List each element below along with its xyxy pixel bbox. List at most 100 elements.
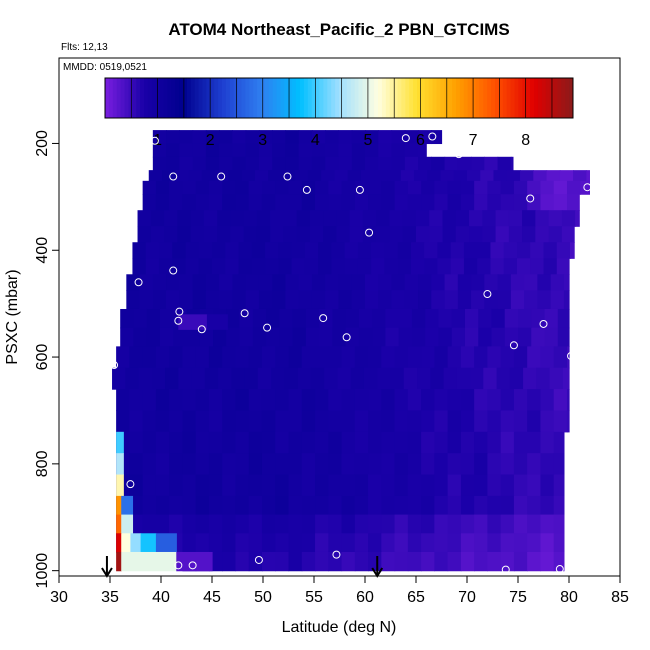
- heatmap-cell: [531, 327, 546, 347]
- heatmap-cell: [288, 453, 303, 476]
- heatmap-cell: [208, 533, 223, 553]
- heatmap-cell: [345, 327, 360, 347]
- heatmap-cell: [444, 156, 459, 171]
- colorbar-segment: [362, 78, 367, 118]
- heatmap-cell: [474, 474, 488, 497]
- heatmap-cell: [513, 514, 528, 534]
- colorbar-segment: [534, 78, 539, 118]
- heatmap-cell: [570, 242, 575, 259]
- heatmap-cell: [182, 180, 197, 195]
- heatmap-cell: [341, 495, 356, 516]
- heatmap-cell: [398, 308, 413, 329]
- sample-point: [217, 172, 226, 181]
- heatmap-cell: [217, 210, 231, 227]
- heatmap-cell: [296, 210, 311, 227]
- heatmap-cell: [431, 290, 446, 310]
- heatmap-cell: [137, 210, 152, 227]
- colorbar-segment: [292, 78, 297, 118]
- heatmap-cell: [425, 327, 440, 347]
- heatmap-cell: [394, 474, 409, 497]
- heatmap-cell: [365, 156, 379, 171]
- heatmap-cell: [152, 290, 167, 310]
- heatmap-cell: [325, 130, 340, 145]
- heatmap-cell: [138, 367, 153, 390]
- heatmap-cell: [341, 180, 356, 195]
- heatmap-cell: [195, 474, 210, 497]
- heatmap-cell: [152, 156, 167, 171]
- heatmap-cell: [298, 130, 313, 145]
- heatmap-cell: [328, 551, 343, 572]
- sample-point: [302, 185, 311, 194]
- heatmap-cell: [311, 290, 326, 310]
- heatmap-cell: [203, 226, 218, 243]
- x-tick-label: 45: [203, 589, 221, 606]
- heatmap-cell: [561, 210, 576, 227]
- heatmap-cell: [566, 410, 570, 433]
- heatmap-cell: [205, 130, 220, 145]
- colorbar-segment: [510, 78, 515, 118]
- colorbar-segment: [175, 78, 180, 118]
- heatmap-cell: [407, 346, 422, 369]
- heatmap-cell: [261, 551, 276, 572]
- heatmap-cell: [132, 258, 147, 275]
- heatmap-cell: [513, 389, 528, 412]
- heatmap-cell: [365, 130, 379, 145]
- heatmap-cell: [192, 130, 207, 145]
- heatmap-cell: [332, 327, 347, 347]
- arrow-head: [101, 567, 113, 578]
- heatmap-cell: [304, 258, 319, 275]
- heatmap-cell: [310, 367, 325, 390]
- colorbar-segment: [378, 78, 383, 118]
- heatmap-cell: [434, 194, 449, 211]
- heatmap-cell: [378, 156, 393, 171]
- heatmap-cell: [315, 514, 329, 534]
- colorbar-segment: [537, 78, 543, 118]
- heatmap-cell: [279, 327, 294, 347]
- heatmap-cell: [261, 389, 276, 412]
- heatmap-cell: [553, 453, 565, 476]
- heatmap-cell: [443, 367, 458, 390]
- heatmap-cell: [553, 533, 565, 553]
- heatmap-cell: [341, 474, 356, 497]
- heatmap-cell: [182, 194, 197, 211]
- heatmap-cell: [440, 170, 455, 182]
- heatmap-cell: [522, 226, 536, 243]
- colorbar-segment: [303, 78, 309, 118]
- heatmap-cell: [248, 514, 263, 534]
- heatmap-cell: [222, 533, 237, 553]
- heatmap-cell: [178, 367, 193, 390]
- heatmap-cell: [522, 210, 536, 227]
- heatmap-cell: [155, 453, 170, 476]
- heatmap-cell: [447, 410, 462, 433]
- heatmap-cell: [360, 170, 375, 182]
- colorbar-frame: [104, 77, 574, 119]
- heatmap-cell: [390, 367, 405, 390]
- heatmap-cell: [553, 389, 568, 412]
- colorbar-segment: [456, 78, 461, 118]
- heatmap-cell: [261, 495, 276, 516]
- colorbar-segment: [381, 78, 387, 118]
- heatmap-cell: [270, 210, 284, 227]
- heatmap-cell: [460, 431, 475, 454]
- heatmap-cell: [195, 495, 210, 516]
- heatmap-cell: [338, 274, 353, 291]
- heatmap-cell: [235, 410, 250, 433]
- heatmap-cell: [487, 551, 502, 572]
- heatmap-cell: [451, 308, 466, 329]
- heatmap-cell: [513, 410, 528, 433]
- colorbar-segment: [147, 78, 153, 118]
- heatmap-cell: [368, 346, 382, 369]
- heatmap-cell: [291, 242, 306, 259]
- heatmap-cell: [203, 210, 218, 227]
- colorbar-segment: [565, 78, 570, 118]
- chart-title: ATOM4 Northeast_Pacific_2 PBN_GTCIMS: [168, 20, 509, 39]
- heatmap-cell: [238, 242, 253, 259]
- colorbar-segment: [370, 78, 375, 118]
- heatmap-cell: [311, 130, 326, 145]
- heatmap-cell: [495, 210, 510, 227]
- heatmap-cell: [394, 346, 409, 369]
- heatmap-cell: [208, 474, 223, 497]
- heatmap-cell: [553, 180, 568, 195]
- heatmap-cell: [162, 170, 176, 182]
- heatmap-cell: [341, 533, 356, 553]
